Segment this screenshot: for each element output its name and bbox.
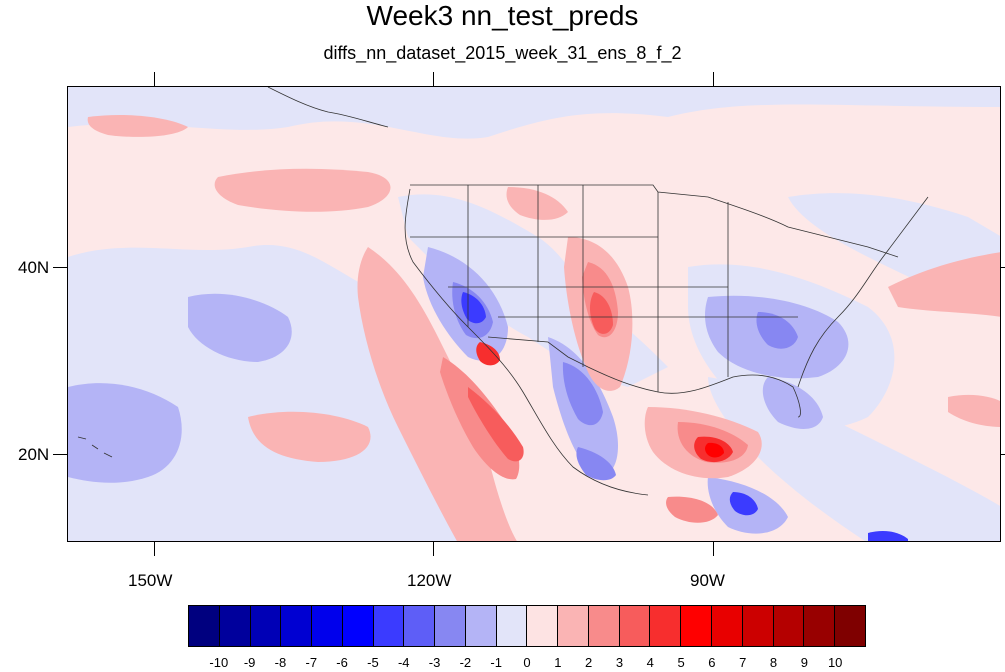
tick-right-20n [1001,454,1005,455]
colorbar-swatch [712,606,743,646]
colorbar-tick-label: 3 [615,655,624,670]
colorbar-labels: -10 -9 -8 -7 -6 -5 -4 -3 -2 -1 0 1 2 3 4 5 6 7 8 9 10 [188,655,866,671]
colorbar-tick-label: 8 [769,655,778,670]
chart-title: Week3 nn_test_preds [366,0,639,31]
colorbar-swatch [404,606,436,646]
tick-left-20n [53,454,67,455]
colorbar-tick-label: -8 [274,655,287,670]
colorbar-swatch [373,606,405,646]
latitude-label-20n: 20N [18,445,50,464]
canada-border-line [410,184,899,258]
colorbar-swatch [835,606,865,646]
chart-subtitle: diffs_nn_dataset_2015_week_31_ens_8_f_2 [323,43,682,63]
map-field [68,87,1000,541]
colorbar-tick-label: -9 [243,655,256,670]
blue-region-pacific-2 [188,293,292,362]
colorbar-tick-label: -6 [336,655,348,670]
mexico-border-line [487,336,589,368]
colorbar-tick-label: 4 [646,655,654,670]
light-blue-region-north [68,87,1000,139]
tick-bottom-120w [433,542,434,556]
colorbar-tick-label: 2 [585,655,593,670]
colorbar-swatch [804,606,836,646]
pink-region-atlantic [888,252,1000,317]
colorbar-tick-label: -3 [428,655,441,670]
political-boundaries [77,87,929,496]
colorbar-swatch [465,606,497,646]
tick-left-40n [53,267,67,268]
colorbar-tick-label: -2 [459,655,472,670]
colorbar-tick-label: 10 [827,655,843,670]
pink-region-pacific-band [214,168,391,212]
latitude-label-40n: 40N [18,258,50,277]
colorbar-tick-label: 5 [677,655,685,670]
colorbar-swatch [496,606,528,646]
tick-right-40n [1001,267,1005,268]
blue-region-gulf [762,377,823,429]
longitude-label-150w: 150W [128,571,173,590]
colorbar-tick-label: -7 [305,655,318,670]
pink-region-tropical-pacific [248,411,371,462]
colorbar-swatch [588,606,620,646]
longitude-label-90w: 90W [690,571,725,590]
colorbar-swatch [650,606,682,646]
blue3-region-az [461,292,486,324]
tick-bottom-90w [713,542,714,556]
east-coast-line [797,196,929,388]
colorbar-swatch [558,606,589,646]
colorbar-swatch [435,606,466,646]
pink2-region-central-am [666,496,718,523]
tick-top-150w [154,72,155,86]
tick-top-90w [713,72,714,86]
blue4-region-guatemala [729,492,758,516]
red-region-california [476,342,500,366]
red-region-baja-coast [468,387,524,462]
colorbar-swatch [312,606,343,646]
colorbar-tick-label: -10 [209,655,229,670]
red-region-gulf-peak [705,442,724,458]
tick-top-120w [433,72,434,86]
colorbar-tick-label: -5 [367,655,379,670]
colorbar-swatch [527,606,559,646]
colorbar-tick-label: 9 [800,655,808,670]
blue2-region-mexico [562,362,603,426]
pink-region-baja-plume [357,247,517,541]
blue-region-pacific [68,383,182,483]
colorbar-tick-label: 7 [739,655,747,670]
colorbar-swatch [189,606,220,646]
blue4-region-southeast-corner [868,531,908,541]
blue-region-hawaii [68,406,123,450]
red-region-plains-core [589,292,613,334]
tick-bottom-150w [154,542,155,556]
colorbar-swatch [250,606,282,646]
colorbar-tick-label: 6 [708,655,716,670]
colorbar [188,605,866,647]
pink-region-north-pacific [87,115,188,137]
colorbar-swatch [219,606,251,646]
pink-region-northeast [506,187,568,220]
colorbar-swatch [342,606,374,646]
colorbar-swatch [742,606,774,646]
colorbar-swatch [681,606,713,646]
map-panel [67,86,1001,542]
colorbar-tick-label: -1 [490,655,502,670]
blue2-region-south-mexico [576,447,616,481]
colorbar-tick-label: -4 [397,655,410,670]
gulf-coast-line [587,366,801,418]
colorbar-swatch [281,606,313,646]
alaska-coast [267,87,389,128]
longitude-label-120w: 120W [407,571,452,590]
pink-region-east-atlantic [948,394,1000,427]
west-coast-line [404,188,649,496]
colorbar-tick-label: 1 [554,655,562,670]
hawaii-islands [77,436,113,458]
blue2-region-se [756,312,798,349]
colorbar-tick-label: 0 [523,655,531,670]
colorbar-swatch [619,606,651,646]
colorbar-swatch [773,606,805,646]
